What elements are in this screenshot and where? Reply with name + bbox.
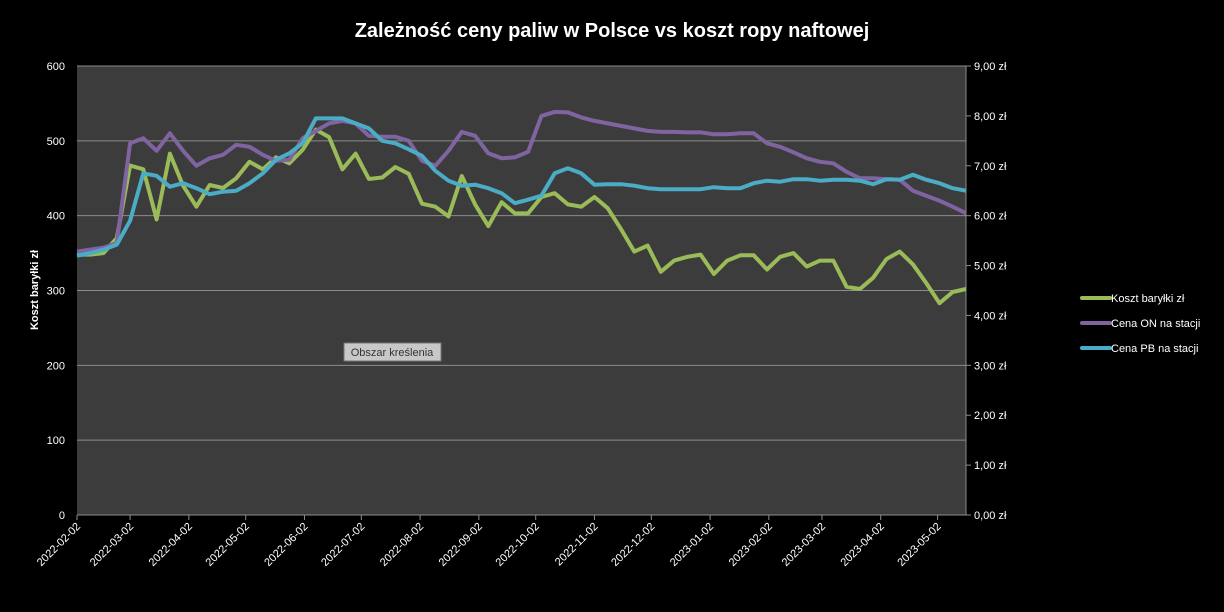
series-line-2[interactable] bbox=[76, 116, 967, 258]
y2-tick-label: 8,00 zł bbox=[974, 111, 1007, 123]
y2-tick-label: 2,00 zł bbox=[974, 410, 1007, 422]
y2-tick-label: 9,00 zł bbox=[974, 61, 1007, 73]
y-tick-label: 200 bbox=[47, 360, 65, 372]
legend-label: Koszt baryłki zł bbox=[1111, 293, 1185, 305]
legend: Koszt baryłki zł Cena ON na stacji Cena PB… bbox=[1080, 293, 1200, 355]
tooltip-text: Obszar kreślenia bbox=[351, 347, 434, 359]
series-line-0[interactable] bbox=[77, 127, 967, 306]
legend-label: Cena ON na stacji bbox=[1111, 318, 1200, 330]
y-tick-label: 0 bbox=[59, 510, 65, 522]
y-tick-label: 500 bbox=[47, 136, 65, 148]
y2-tick-label: 4,00 zł bbox=[974, 310, 1007, 322]
y2-tick-label: 5,00 zł bbox=[974, 261, 1007, 273]
series-line-1[interactable] bbox=[76, 109, 967, 254]
plot-area-tooltip: Obszar kreślenia bbox=[343, 342, 442, 362]
y-tick-label: 300 bbox=[47, 286, 65, 298]
y-tick-label: 100 bbox=[47, 435, 65, 447]
y2-tick-label: 1,00 zł bbox=[974, 460, 1007, 472]
chart-title: Zależność ceny paliw w Polsce vs koszt r… bbox=[355, 20, 870, 42]
y2-tick-label: 3,00 zł bbox=[974, 360, 1007, 372]
y-axis-title: Koszt baryłki zł bbox=[29, 250, 41, 330]
legend-label: Cena PB na stacji bbox=[1111, 343, 1198, 355]
y-tick-label: 400 bbox=[47, 211, 65, 223]
y2-tick-label: 0,00 zł bbox=[974, 510, 1007, 522]
y-tick-label: 600 bbox=[47, 61, 65, 73]
tooltip-box bbox=[343, 342, 442, 362]
y2-tick-label: 7,00 zł bbox=[974, 161, 1007, 173]
y2-tick-label: 6,00 zł bbox=[974, 211, 1007, 223]
